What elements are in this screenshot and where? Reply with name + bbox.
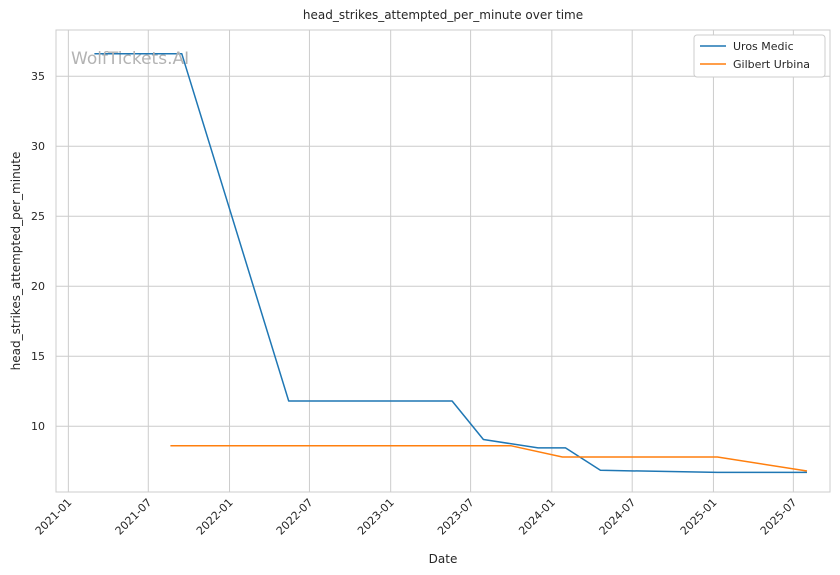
- y-tick-label: 30: [31, 140, 45, 153]
- grid-lines: [56, 30, 830, 492]
- x-tick-label: 2025-07: [758, 496, 800, 538]
- y-tick-label: 10: [31, 420, 45, 433]
- x-tick-label: 2021-01: [33, 496, 75, 538]
- legend-label-gilbert-urbina: Gilbert Urbina: [733, 58, 810, 71]
- y-tick-label: 15: [31, 350, 45, 363]
- chart-title: head_strikes_attempted_per_minute over t…: [303, 8, 583, 22]
- y-axis-label: head_strikes_attempted_per_minute: [9, 152, 23, 371]
- legend: Uros Medic Gilbert Urbina: [693, 34, 826, 78]
- x-axis-label: Date: [429, 552, 458, 566]
- plot-area: [55, 29, 831, 493]
- x-tick-label: 2023-01: [355, 496, 397, 538]
- series-line-uros-medic: [94, 53, 807, 474]
- x-tick-label: 2025-01: [678, 496, 720, 538]
- x-tick-label: 2024-01: [516, 496, 558, 538]
- x-tick-label: 2024-07: [597, 496, 639, 538]
- x-tick-label: 2023-07: [435, 496, 477, 538]
- legend-box: [693, 34, 826, 78]
- y-tick-labels: 10 15 20 25 30 35: [31, 70, 45, 433]
- y-tick-label: 35: [31, 70, 45, 83]
- x-tick-label: 2021-07: [113, 496, 155, 538]
- series-line-gilbert-urbina: [170, 445, 808, 472]
- series-lines: [94, 53, 808, 474]
- legend-label-uros-medic: Uros Medic: [733, 40, 794, 53]
- x-tick-labels: 2021-01 2021-07 2022-01 2022-07 2023-01 2023-…: [33, 496, 800, 538]
- x-tick-label: 2022-01: [194, 496, 236, 538]
- x-tick-label: 2022-07: [274, 496, 316, 538]
- y-tick-label: 20: [31, 280, 45, 293]
- watermark: WolfTickets.AI: [71, 49, 189, 69]
- y-tick-label: 25: [31, 210, 45, 223]
